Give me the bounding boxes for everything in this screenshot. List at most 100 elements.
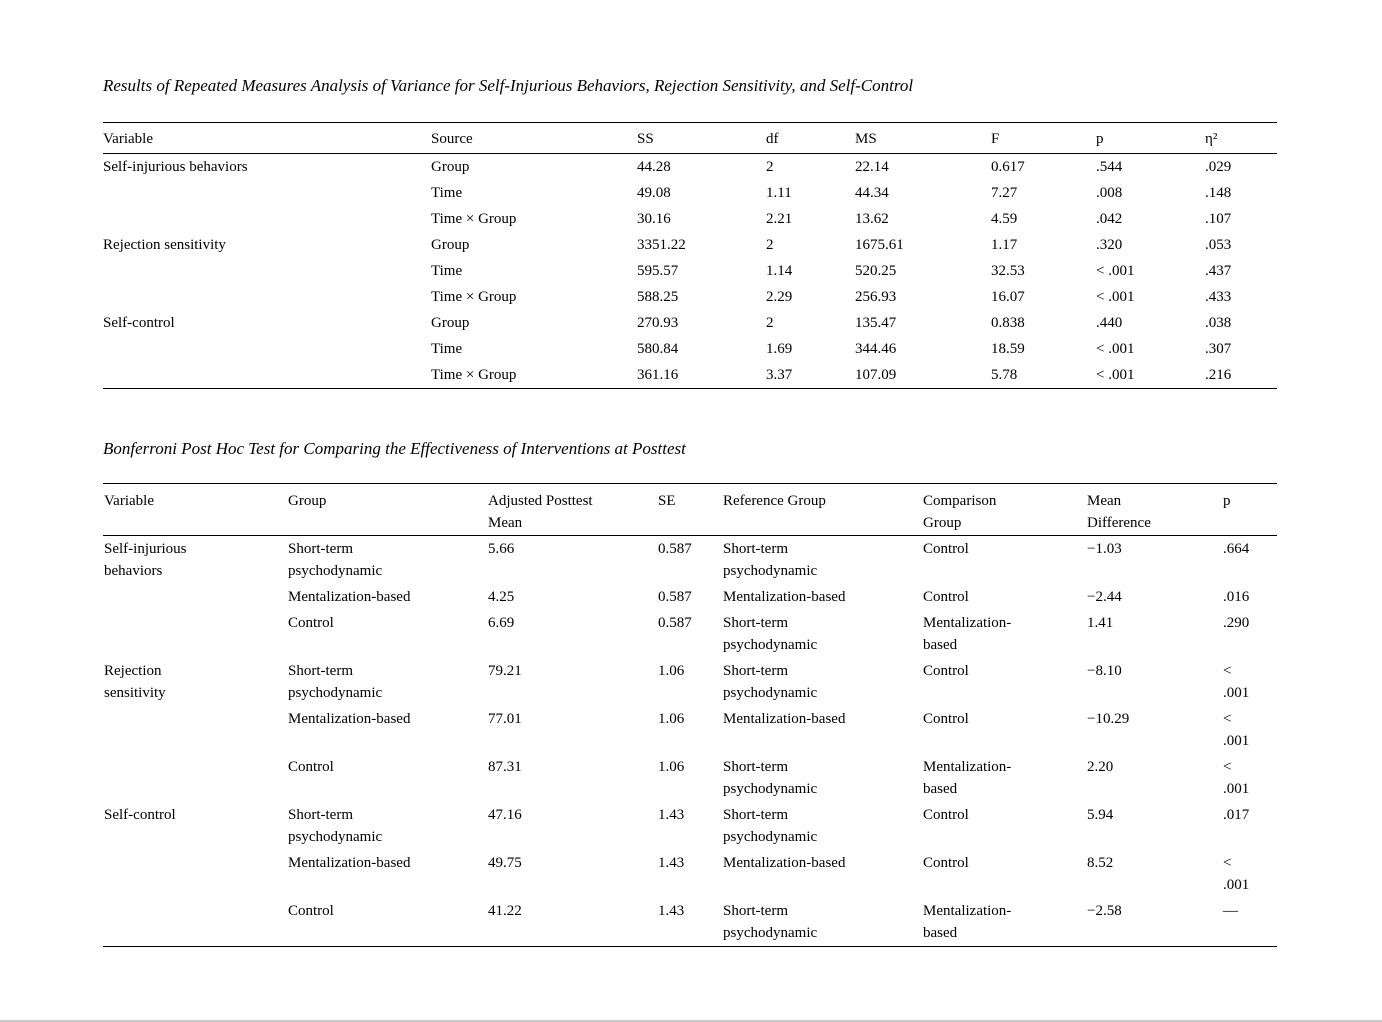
cell-ms: 344.46 xyxy=(855,341,897,357)
cell-variable xyxy=(103,336,431,362)
cell-variable xyxy=(103,898,287,947)
cell-comparison-group: Control xyxy=(923,855,969,871)
cell-ss: 49.08 xyxy=(637,185,671,201)
cell-mean-difference: −1.03 xyxy=(1087,541,1122,557)
cell-p: — xyxy=(1223,903,1238,919)
cell-p: .017 xyxy=(1223,807,1250,823)
cell-p: < .001 xyxy=(1223,711,1250,749)
cell-p: .042 xyxy=(1096,211,1123,227)
col-header-ms: MS xyxy=(855,122,991,154)
cell-eta2: .433 xyxy=(1205,289,1232,305)
cell-variable xyxy=(103,284,431,310)
cell-p: .544 xyxy=(1096,159,1123,175)
cell-eta2: .307 xyxy=(1205,341,1232,357)
cell-f: 0.838 xyxy=(991,315,1025,331)
cell-p: .664 xyxy=(1223,541,1250,557)
cell-adjusted-mean: 4.25 xyxy=(488,589,515,605)
cell-eta2: .216 xyxy=(1205,367,1232,383)
table-row: Self-injurious behaviors Group 44.28 2 22.14… xyxy=(103,154,1277,181)
cell-p: < .001 xyxy=(1096,367,1135,383)
cell-ss: 595.57 xyxy=(637,263,679,279)
col-header-ss: SS xyxy=(637,122,766,154)
cell-df: 2.21 xyxy=(766,211,793,227)
cell-group: Mentalization-based xyxy=(288,855,411,871)
cell-eta2: .437 xyxy=(1205,263,1232,279)
cell-se: 0.587 xyxy=(658,589,692,605)
posthoc-table: Variable Group Adjusted Posttest Mean SE… xyxy=(103,483,1277,947)
cell-se: 1.06 xyxy=(658,663,685,679)
cell-se: 1.43 xyxy=(658,903,685,919)
cell-variable: Self-injurious behaviors xyxy=(104,541,187,579)
cell-source: Group xyxy=(431,237,470,253)
cell-ms: 13.62 xyxy=(855,211,889,227)
table-row: Rejection sensitivity Short-term psychody… xyxy=(103,658,1277,706)
cell-p: .290 xyxy=(1223,615,1250,631)
cell-source: Group xyxy=(431,315,470,331)
cell-df: 3.37 xyxy=(766,367,793,383)
cell-se: 0.587 xyxy=(658,541,692,557)
cell-variable xyxy=(103,258,431,284)
col-header-group: Group xyxy=(287,483,487,536)
posthoc-header-row: Variable Group Adjusted Posttest Mean SE… xyxy=(103,483,1277,536)
cell-comparison-group: Control xyxy=(923,663,969,679)
cell-adjusted-mean: 41.22 xyxy=(488,903,522,919)
cell-comparison-group: Mentalization-based xyxy=(923,759,1012,797)
cell-variable xyxy=(103,610,287,658)
cell-adjusted-mean: 77.01 xyxy=(488,711,522,727)
posthoc-table-title: Bonferroni Post Hoc Test for Comparing t… xyxy=(103,439,686,458)
cell-source: Time xyxy=(431,185,463,201)
cell-eta2: .148 xyxy=(1205,185,1232,201)
cell-f: 18.59 xyxy=(991,341,1025,357)
cell-variable: Self-injurious behaviors xyxy=(103,159,248,175)
cell-df: 1.69 xyxy=(766,341,793,357)
cell-p: < .001 xyxy=(1223,759,1250,797)
table-row: Time × Group 30.16 2.21 13.62 4.59 .042 .107 xyxy=(103,206,1277,232)
cell-adjusted-mean: 6.69 xyxy=(488,615,515,631)
cell-ss: 580.84 xyxy=(637,341,679,357)
cell-comparison-group: Mentalization-based xyxy=(923,903,1012,941)
table-row: Control 6.69 0.587 Short-term psychodynamic… xyxy=(103,610,1277,658)
page-content: Results of Repeated Measures Analysis of… xyxy=(103,76,1277,947)
cell-group: Control xyxy=(288,903,334,919)
cell-group: Mentalization-based xyxy=(288,711,411,727)
col-header-p: p xyxy=(1222,483,1277,536)
cell-comparison-group: Control xyxy=(923,589,969,605)
cell-mean-difference: −2.58 xyxy=(1087,903,1122,919)
cell-variable xyxy=(103,754,287,802)
table-row: Time × Group 361.16 3.37 107.09 5.78 < .001 .2… xyxy=(103,362,1277,389)
cell-df: 2 xyxy=(766,237,774,253)
col-header-df: df xyxy=(766,122,855,154)
col-header-adjusted-posttest-mean: Adjusted Posttest Mean xyxy=(487,483,657,536)
cell-reference-group: Short-term psychodynamic xyxy=(723,541,818,579)
cell-source: Time × Group xyxy=(431,289,517,305)
cell-f: 32.53 xyxy=(991,263,1025,279)
cell-eta2: .053 xyxy=(1205,237,1232,253)
cell-mean-difference: −10.29 xyxy=(1087,711,1130,727)
table-row: Rejection sensitivity Group 3351.22 2 1675.6… xyxy=(103,232,1277,258)
cell-df: 1.11 xyxy=(766,185,792,201)
cell-comparison-group: Control xyxy=(923,807,969,823)
cell-variable: Rejection sensitivity xyxy=(103,237,226,253)
cell-ms: 107.09 xyxy=(855,367,897,383)
table-row: Mentalization-based 77.01 1.06 Mentalizatio… xyxy=(103,706,1277,754)
cell-p: < .001 xyxy=(1096,289,1135,305)
cell-ss: 30.16 xyxy=(637,211,671,227)
table-row: Time 595.57 1.14 520.25 32.53 < .001 .437 xyxy=(103,258,1277,284)
col-header-source: Source xyxy=(431,122,637,154)
col-header-mean-difference: Mean Difference xyxy=(1086,483,1222,536)
table-row: Mentalization-based 4.25 0.587 Mentalizatio… xyxy=(103,584,1277,610)
cell-se: 1.43 xyxy=(658,807,685,823)
cell-mean-difference: −8.10 xyxy=(1087,663,1122,679)
cell-variable xyxy=(103,584,287,610)
anova-header-row: Variable Source SS df MS F p η² xyxy=(103,122,1277,154)
col-header-reference-group: Reference Group xyxy=(722,483,922,536)
cell-comparison-group: Control xyxy=(923,711,969,727)
cell-se: 1.06 xyxy=(658,759,685,775)
table-row: Time 580.84 1.69 344.46 18.59 < .001 .307 xyxy=(103,336,1277,362)
cell-p: < .001 xyxy=(1223,663,1250,701)
cell-f: 16.07 xyxy=(991,289,1025,305)
col-header-f: F xyxy=(991,122,1096,154)
col-header-comparison-group: Comparison Group xyxy=(922,483,1086,536)
cell-group: Control xyxy=(288,615,334,631)
